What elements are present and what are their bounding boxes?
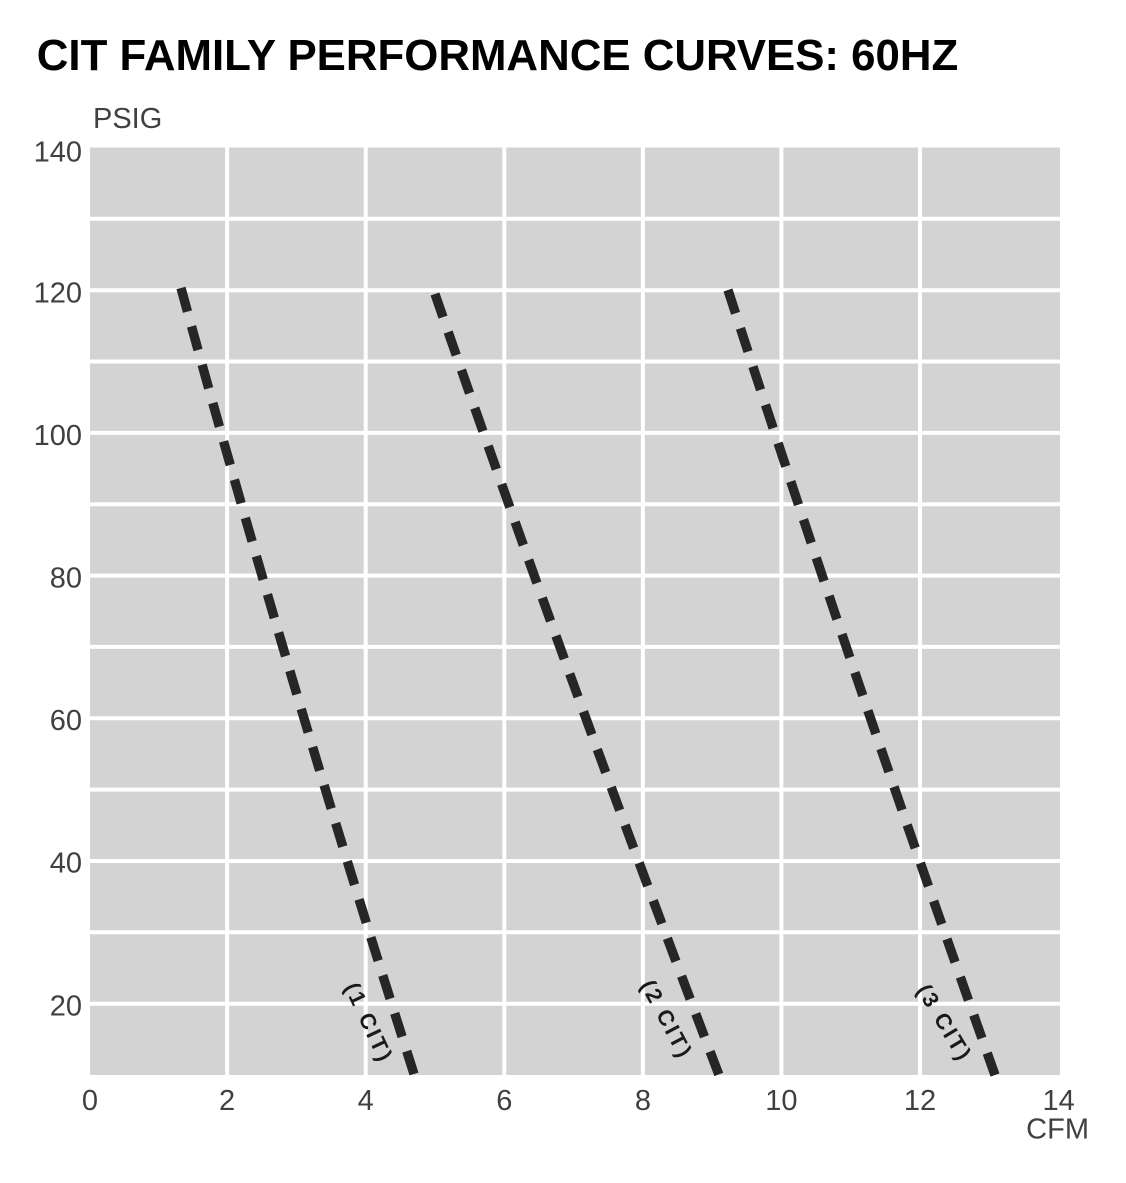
svg-text:0: 0 [82, 1085, 98, 1117]
svg-text:CFM: CFM [1026, 1114, 1089, 1146]
svg-text:12: 12 [904, 1085, 936, 1117]
svg-text:PSIG: PSIG [93, 103, 162, 135]
svg-text:40: 40 [50, 848, 82, 880]
svg-text:8: 8 [635, 1085, 651, 1117]
svg-text:CIT FAMILY PERFORMANCE CURVES:: CIT FAMILY PERFORMANCE CURVES: 60HZ [37, 31, 959, 80]
svg-text:100: 100 [34, 420, 82, 452]
svg-text:60: 60 [50, 705, 82, 737]
svg-text:80: 80 [50, 563, 82, 595]
svg-text:140: 140 [34, 137, 82, 169]
svg-text:120: 120 [34, 278, 82, 310]
svg-text:20: 20 [50, 991, 82, 1023]
svg-text:14: 14 [1042, 1085, 1074, 1117]
svg-text:2: 2 [219, 1085, 235, 1117]
svg-text:10: 10 [765, 1085, 797, 1117]
svg-text:6: 6 [496, 1085, 512, 1117]
svg-text:4: 4 [358, 1085, 374, 1117]
